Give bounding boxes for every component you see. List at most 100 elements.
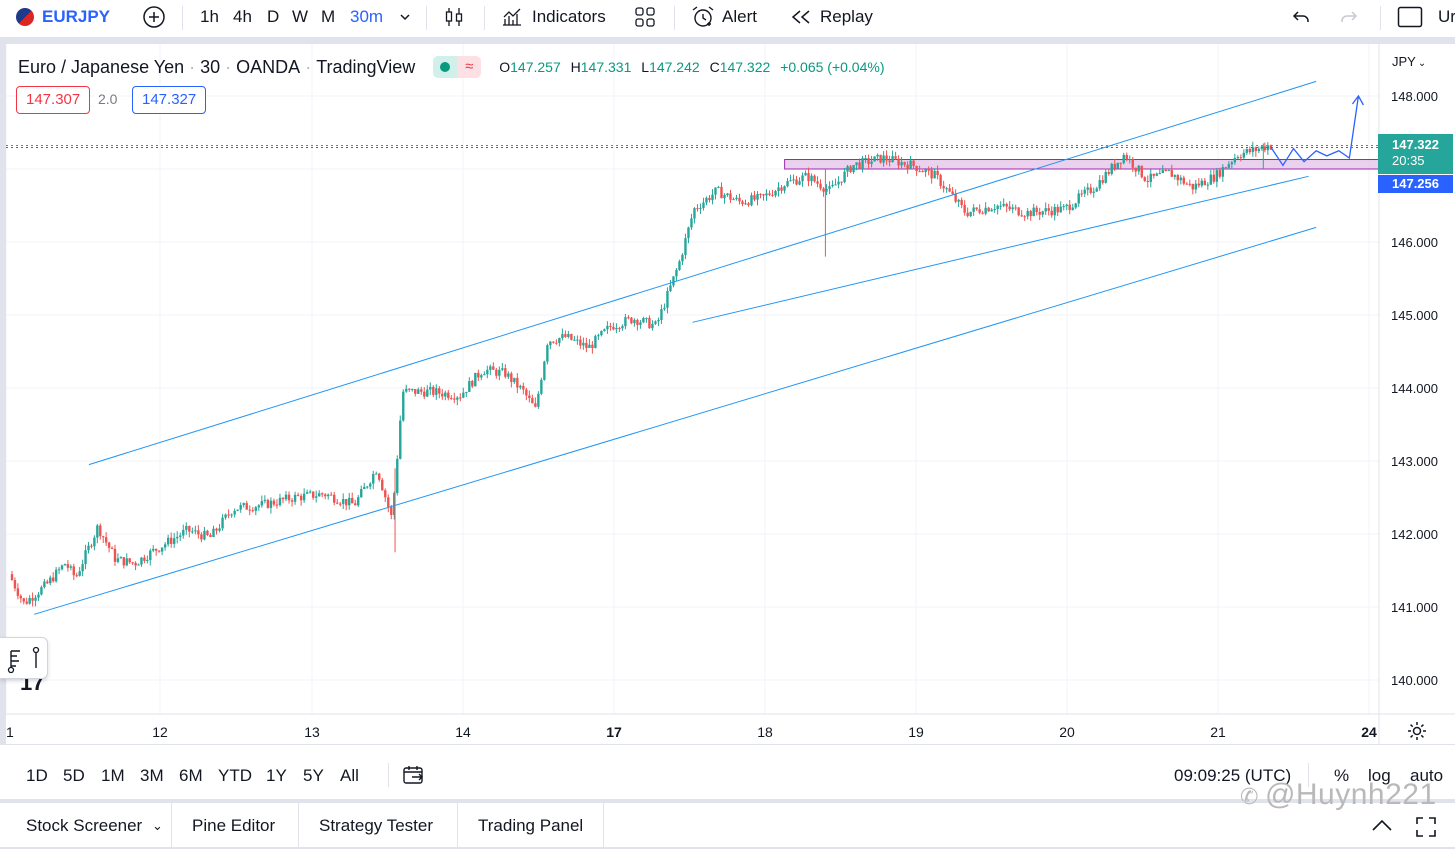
interval-4h[interactable]: 4h [233,7,252,26]
candle-body [462,392,465,398]
candle-body [723,194,726,199]
user-menu[interactable]: Ur [1438,7,1455,26]
interval-1h[interactable]: 1h [200,7,219,26]
market-status[interactable]: ≈ [433,56,482,78]
candle-body [1248,149,1252,153]
candle-body [146,560,149,562]
percent-toggle[interactable]: % [1334,766,1350,785]
candle-body [555,342,558,344]
range-all[interactable]: All [340,766,359,785]
candle-body [57,569,61,571]
candle-body [774,191,777,196]
candle-body [822,188,825,192]
candle-body [1203,180,1207,186]
candle-body [438,388,441,394]
tab-stock-screener[interactable]: Stock Screener ⌄ [6,803,172,847]
replay-button[interactable]: Replay [790,0,873,34]
candle-body [72,566,75,576]
range-5y[interactable]: 5Y [303,766,324,785]
candle-body [209,534,212,537]
candle-body [387,497,390,507]
candle-body [110,547,114,549]
range-1y[interactable]: 1Y [266,766,287,785]
candle-body [783,186,786,191]
undo-button[interactable] [1290,0,1312,34]
range-5d[interactable]: 5D [63,766,85,785]
candle-body [792,179,795,181]
chart-settings-button[interactable] [1406,720,1428,747]
chart-type-button[interactable] [442,0,466,34]
range-6m[interactable]: 6M [179,766,203,785]
market-open-icon [440,62,451,72]
candle-body [122,557,126,566]
candle-body [735,197,738,200]
candle-body [66,564,70,568]
drawing-tools-toggle[interactable] [0,637,48,679]
interval-w[interactable]: W [292,7,309,26]
candle-body [606,325,609,330]
candle-body [999,205,1002,207]
candle-body [293,494,297,502]
auto-toggle[interactable]: auto [1410,766,1444,785]
candle-body [212,528,215,537]
redo-button[interactable] [1338,0,1360,34]
candle-body [324,494,327,497]
candle-body [1134,167,1137,172]
range-1d[interactable]: 1D [26,766,48,785]
tab-pine-editor[interactable]: Pine Editor [172,803,299,847]
candle-body [729,193,732,200]
candle-body [25,601,28,604]
layout-button[interactable] [1397,0,1423,34]
candle-body [489,366,492,370]
candle-body [660,309,663,320]
clock-display[interactable]: 09:09:25 (UTC) [1174,766,1292,785]
range-1m[interactable]: 1M [101,766,125,785]
candle-body [960,199,963,206]
candle-body [906,164,909,170]
log-toggle[interactable]: log [1368,766,1391,785]
candle-body [861,158,864,169]
candle-body [534,403,537,407]
candle-body [51,577,55,582]
interval-30m[interactable]: 30m [350,7,384,26]
interval-d[interactable]: D [267,7,280,26]
candle-body [630,317,633,324]
alert-button[interactable]: Alert [690,0,757,34]
buy-button[interactable]: 147.327 [132,86,207,114]
price-chart[interactable]: 140.000 141.000 142.000 143.000 144.000 145.0… [6,44,1455,744]
panel-collapse-button[interactable] [1370,815,1394,840]
candle-body [308,491,312,493]
chart-pane[interactable]: 140.000 141.000 142.000 143.000 144.000 145.0… [6,44,1455,744]
compare-button[interactable] [142,0,166,34]
sell-button[interactable]: 147.307 [16,86,91,114]
candle-body [266,499,270,508]
candle-body [951,191,954,195]
candle-body [441,393,444,397]
legend-interval: 30 [200,56,221,77]
range-ytd[interactable]: YTD [218,766,252,785]
goto-date-button[interactable] [402,764,426,791]
candle-body [81,564,84,572]
candle-body [615,327,618,330]
range-3m[interactable]: 3M [140,766,164,785]
candle-body [1188,183,1191,185]
candle-body [221,517,224,529]
candle-body [486,369,489,375]
interval-dropdown[interactable] [398,0,412,34]
candle-body [1128,159,1131,161]
indicators-button[interactable]: Indicators [500,0,606,34]
candle-body [107,542,111,548]
candle-body [483,374,486,376]
templates-button[interactable] [634,0,656,34]
candle-body [176,536,179,539]
currency-selector[interactable]: JPY ⌄ [1392,54,1427,69]
candle-body [1056,206,1059,213]
symbol-search[interactable]: EURJPY [16,0,110,34]
tab-strategy-tester[interactable]: Strategy Tester [299,803,458,847]
candle-body [1152,173,1155,176]
candle-body [254,507,257,511]
panel-maximize-button[interactable] [1414,815,1438,844]
tab-trading-panel[interactable]: Trading Panel [458,803,604,847]
interval-m[interactable]: M [321,7,336,26]
time-tick-label: 18 [757,724,773,740]
